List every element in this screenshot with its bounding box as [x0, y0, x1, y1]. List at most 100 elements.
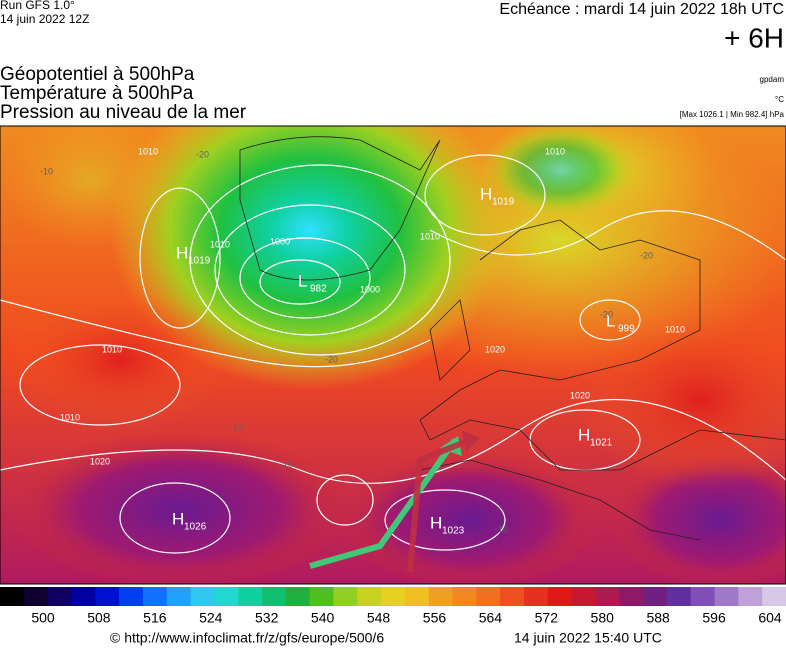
temperature-label: -10 [230, 422, 243, 432]
colorbar-label: 500 [31, 610, 55, 626]
center-value: 1023 [442, 526, 465, 537]
colorbar-cell [738, 587, 763, 606]
center-value: 982 [310, 284, 327, 295]
temperature-label: -20 [325, 354, 338, 364]
colorbar-cell [262, 587, 287, 606]
colorbar-label: 596 [702, 610, 726, 626]
colorbar-cell [47, 587, 72, 606]
title: Température à 500hPa [0, 83, 194, 104]
isobar-label: 1010 [420, 231, 440, 241]
arrow-green [309, 438, 458, 569]
colorbar-cell [23, 587, 49, 606]
temperature-label: -20 [600, 309, 613, 319]
forecast: Echéance : mardi 14 juin 2022 18h UTC [499, 1, 784, 18]
colorbar-cell [119, 587, 144, 606]
temperature-label: -10 [495, 524, 508, 534]
temperature-label: -10 [40, 166, 53, 176]
colorbar-label: 548 [367, 610, 391, 626]
colorbar-label: 508 [87, 610, 111, 626]
center-kind: L [298, 271, 307, 290]
colorbar-label: 516 [143, 610, 167, 626]
colorbar-cell [142, 587, 168, 606]
footer-time: 14 juin 2022 15:40 UTC [514, 630, 662, 646]
colorbar-cell [762, 587, 786, 606]
unit: gpdam [760, 75, 785, 84]
title: Géopotentiel à 500hPa [0, 64, 195, 85]
center-kind: H [430, 513, 442, 532]
isobar-label: 1010 [665, 324, 685, 334]
isobar-label: 1000 [270, 236, 290, 246]
center-value: 1021 [590, 438, 613, 449]
colorbar-cell [666, 587, 692, 606]
colorbar-cell [214, 587, 239, 606]
colorbar-cell [166, 587, 192, 606]
colorbar-cell [285, 587, 311, 606]
colorbar-label: 572 [535, 610, 559, 626]
colorbar-cell [404, 587, 430, 606]
center-kind: L [606, 311, 615, 330]
colorbar-cell [714, 587, 739, 606]
colorbar-cell [690, 587, 716, 606]
colorbar-label: 604 [758, 610, 782, 626]
colorbar-cell [309, 587, 334, 606]
footer-url: © http://www.infoclimat.fr/z/gfs/europe/… [110, 630, 384, 646]
run-date: 14 juin 2022 12Z [0, 12, 89, 26]
colorbar-cell [381, 587, 406, 606]
arrow-red [407, 437, 472, 573]
colorbar-label: 556 [423, 610, 447, 626]
center-kind: H [578, 425, 590, 444]
isobar-label: 1020 [90, 456, 110, 466]
unit: [Max 1026.1 | Min 982.4] hPa [680, 110, 785, 119]
colorbar-cell [190, 587, 215, 606]
isobar-label: 1010 [210, 239, 230, 249]
center-value: 1019 [492, 197, 515, 208]
colorbar-label: 564 [479, 610, 503, 626]
offset: + 6H [724, 22, 784, 53]
isobar-label: 1010 [60, 412, 80, 422]
colorbar-cell [595, 587, 620, 606]
isobar-label: 1000 [360, 284, 380, 294]
temperature-label: -10 [280, 459, 293, 469]
colorbar-cell [643, 587, 668, 606]
isobar-label: 1020 [570, 390, 590, 400]
title: Pression au niveau de la mer [0, 102, 247, 123]
temperature-label: -20 [196, 149, 209, 159]
colorbar-cell [0, 587, 25, 606]
isobar-label: 1010 [102, 344, 122, 354]
isobar-label: 1010 [138, 146, 158, 156]
colorbar-label: 532 [255, 610, 279, 626]
isobar-label: 1020 [485, 344, 505, 354]
colorbar-cell [357, 587, 382, 606]
colorbar-cell [547, 587, 573, 606]
center-value: 999 [618, 324, 635, 335]
colorbar-cell [238, 587, 263, 606]
map-frame [0, 125, 786, 585]
colorbar-cell [452, 587, 477, 606]
colorbar-label: 588 [646, 610, 670, 626]
run: Run GFS 1.0° [0, 0, 75, 12]
center-kind: H [172, 509, 184, 528]
center-kind: H [480, 184, 492, 203]
colorbar-cell [95, 587, 120, 606]
colorbar-label: 580 [591, 610, 615, 626]
colorbar-cell [476, 587, 501, 606]
unit: °C [775, 95, 784, 104]
colorbar-cell [71, 587, 96, 606]
isobars [0, 154, 786, 554]
center-value: 1019 [188, 256, 211, 267]
arrow-red-head [462, 430, 480, 452]
isobar-label: 1010 [545, 146, 565, 156]
colorbar-cell [571, 587, 596, 606]
colorbar-label: 540 [311, 610, 335, 626]
colorbar-cell [333, 587, 358, 606]
colorbar-label: 524 [199, 610, 223, 626]
center-value: 1026 [184, 522, 207, 533]
coastlines [239, 136, 786, 541]
colorbar-cell [619, 587, 644, 606]
colorbar-cell [524, 587, 549, 606]
colorbar-cell [500, 587, 525, 606]
colorbar-cell [428, 587, 454, 606]
temperature-label: -20 [640, 250, 653, 260]
